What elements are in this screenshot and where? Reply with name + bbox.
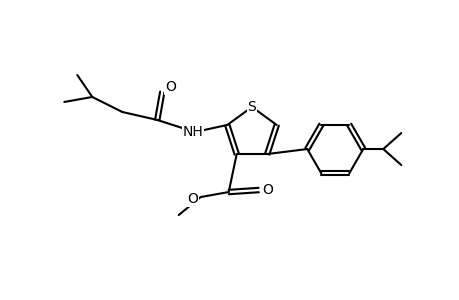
Text: O: O: [262, 183, 273, 197]
Text: O: O: [164, 80, 175, 94]
Text: S: S: [247, 100, 256, 114]
Text: NH: NH: [183, 125, 203, 139]
Text: O: O: [187, 192, 198, 206]
